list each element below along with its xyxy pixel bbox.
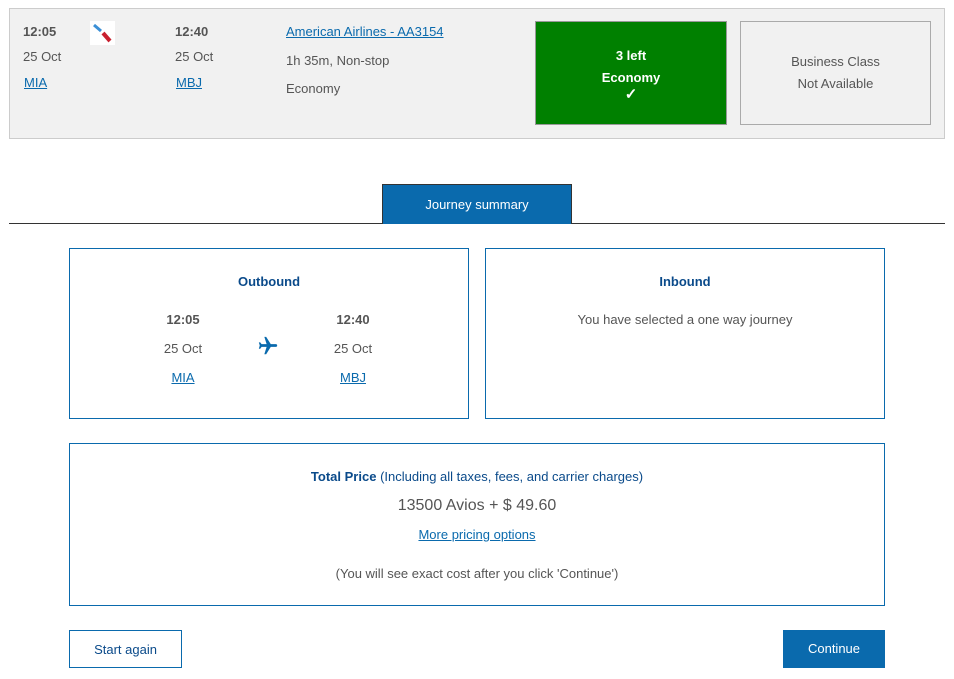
continue-button[interactable]: Continue	[783, 630, 885, 668]
more-pricing-options-link[interactable]: More pricing options	[418, 527, 536, 542]
flight-duration: 1h 35m, Non-stop	[286, 53, 390, 68]
economy-label: Economy	[601, 70, 661, 85]
inbound-title: Inbound	[659, 274, 711, 289]
total-price-panel: Total Price (Including all taxes, fees, …	[69, 443, 885, 606]
outbound-title: Outbound	[237, 274, 301, 289]
total-price-title: Total Price	[310, 469, 377, 484]
flight-number-link[interactable]: American Airlines - AA3154	[286, 24, 444, 39]
outbound-departure-time: 12:05	[166, 312, 200, 327]
outbound-departure-date: 25 Oct	[163, 341, 203, 356]
business-class-label: Business Class	[791, 54, 880, 69]
tab-journey-summary[interactable]: Journey summary	[382, 184, 572, 224]
departure-date: 25 Oct	[23, 49, 62, 64]
business-fare-option: Business Class Not Available	[740, 21, 931, 125]
outbound-arrival-airport-link[interactable]: MBJ	[340, 370, 366, 385]
outbound-arrival-date: 25 Oct	[333, 341, 373, 356]
start-again-button[interactable]: Start again	[69, 630, 182, 668]
arrival-time: 12:40	[175, 24, 209, 39]
total-price-amount: 13500 Avios + $ 49.60	[397, 497, 557, 514]
checkmark-icon: ✓	[624, 86, 638, 103]
total-price-subtitle: (Including all taxes, fees, and carrier …	[380, 469, 644, 484]
cabin-class: Economy	[286, 81, 341, 96]
not-available-label: Not Available	[797, 76, 874, 91]
economy-fare-option-selected[interactable]: 3 left Economy ✓	[535, 21, 727, 125]
seats-left: 3 left	[615, 48, 647, 63]
price-note: (You will see exact cost after you click…	[335, 566, 619, 581]
departure-airport-link[interactable]: MIA	[24, 75, 48, 90]
american-airlines-logo	[90, 21, 115, 45]
flight-result-row	[9, 8, 945, 139]
airplane-icon	[257, 335, 279, 360]
outbound-departure-airport-link[interactable]: MIA	[171, 370, 195, 385]
inbound-summary: Inbound You have selected a one way jour…	[485, 248, 885, 419]
arrival-airport-link[interactable]: MBJ	[176, 75, 202, 90]
outbound-arrival-time: 12:40	[336, 312, 370, 327]
inbound-message: You have selected a one way journey	[577, 312, 793, 327]
departure-time: 12:05	[23, 24, 57, 39]
arrival-date: 25 Oct	[175, 49, 214, 64]
outbound-summary: Outbound 12:05 25 Oct MIA 12:40 25 Oct M…	[69, 248, 469, 419]
